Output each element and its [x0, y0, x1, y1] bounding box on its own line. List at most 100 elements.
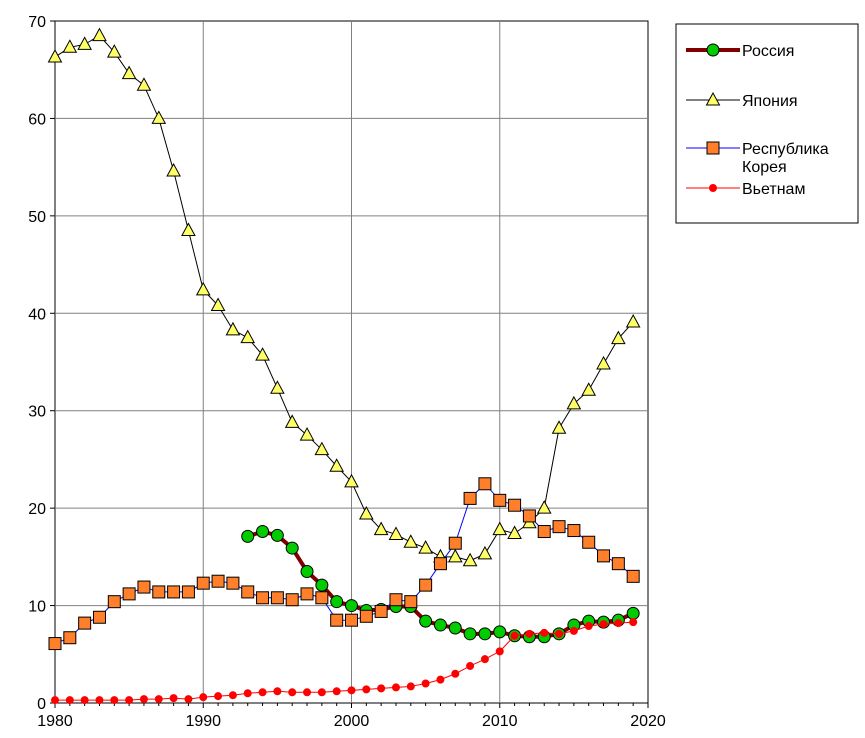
y-tick-label: 30: [28, 404, 46, 421]
data-point: [406, 682, 415, 691]
data-point: [284, 414, 300, 428]
data-point: [404, 595, 418, 609]
data-point: [567, 524, 581, 538]
data-point: [154, 695, 163, 704]
data-point: [480, 655, 489, 664]
series-line: [54, 483, 634, 645]
data-point: [329, 458, 345, 472]
data-point: [421, 679, 430, 688]
data-point: [136, 77, 152, 91]
data-point: [241, 529, 255, 543]
data-point: [107, 595, 121, 609]
y-tick-label: 70: [28, 14, 46, 31]
data-point: [181, 222, 196, 236]
data-point: [256, 591, 270, 605]
data-point: [611, 557, 625, 571]
data-point: [345, 599, 358, 613]
y-tick-label: 10: [28, 599, 46, 616]
data-point: [299, 427, 315, 441]
data-point: [139, 695, 148, 704]
data-point: [303, 688, 312, 697]
legend-swatch-marker: [706, 141, 720, 155]
data-point: [418, 540, 433, 554]
data-point: [226, 576, 240, 590]
data-point: [270, 591, 284, 605]
legend-label: Россия: [742, 43, 794, 60]
data-point: [466, 661, 475, 670]
data-point: [285, 541, 299, 555]
legend-label: Вьетнам: [742, 181, 805, 198]
data-point: [525, 629, 534, 638]
data-point: [288, 688, 297, 697]
data-point: [492, 521, 508, 536]
data-point: [436, 675, 445, 684]
data-point: [122, 587, 136, 601]
data-point: [166, 162, 181, 177]
legend-item: Япония: [686, 91, 798, 110]
axes: 0 10 20 30 40 50 60 70 1980 1990 2000 2010 2020: [28, 14, 666, 730]
data-point: [448, 621, 462, 635]
data-point: [273, 687, 282, 696]
x-tick-label: 2010: [482, 713, 518, 730]
data-point: [373, 521, 389, 536]
data-point: [270, 380, 285, 394]
data-point: [211, 574, 225, 588]
legend-label: Корея: [742, 159, 787, 176]
data-point: [169, 694, 178, 703]
data-point: [540, 628, 549, 637]
data-point: [359, 609, 373, 623]
data-point: [151, 110, 167, 124]
data-point: [137, 580, 151, 594]
legend-item: Россия: [686, 43, 794, 60]
data-point: [106, 44, 122, 58]
data-point: [110, 696, 119, 705]
data-point: [347, 686, 356, 695]
data-point: [77, 36, 92, 50]
data-point: [256, 525, 270, 539]
data-point: [228, 691, 237, 700]
y-tick-label: 60: [28, 111, 46, 128]
data-point: [614, 619, 623, 628]
data-point: [493, 493, 507, 507]
legend-label: Республика: [742, 141, 829, 158]
data-point: [51, 696, 59, 705]
y-tick-label: 50: [28, 209, 46, 226]
data-point: [80, 696, 89, 705]
data-point: [555, 629, 564, 638]
y-tick-label: 20: [28, 501, 46, 518]
data-point: [314, 441, 330, 456]
data-point: [95, 696, 104, 705]
data-point: [47, 48, 63, 63]
data-point: [391, 683, 400, 692]
data-point: [315, 591, 329, 605]
data-point: [195, 281, 211, 296]
data-point: [493, 625, 507, 639]
data-point: [62, 39, 78, 53]
data-point: [285, 593, 299, 607]
data-point: [199, 693, 208, 702]
series-2: [47, 27, 641, 567]
data-point: [300, 564, 314, 578]
data-point: [330, 613, 344, 627]
data-point: [495, 647, 504, 656]
legend-label: Япония: [742, 93, 798, 110]
data-point: [507, 525, 522, 539]
data-point: [389, 593, 403, 607]
series-4: [51, 618, 638, 705]
data-point: [508, 498, 522, 512]
data-point: [447, 548, 463, 563]
data-point: [330, 595, 344, 609]
data-point: [462, 552, 478, 567]
data-point: [448, 536, 462, 550]
data-point: [626, 569, 640, 583]
data-point: [599, 620, 608, 629]
data-point: [78, 616, 92, 630]
data-point: [184, 695, 193, 704]
series-3: [48, 477, 640, 651]
data-point: [629, 618, 638, 627]
data-point: [463, 491, 477, 505]
data-point: [419, 614, 433, 628]
data-point: [551, 420, 567, 434]
